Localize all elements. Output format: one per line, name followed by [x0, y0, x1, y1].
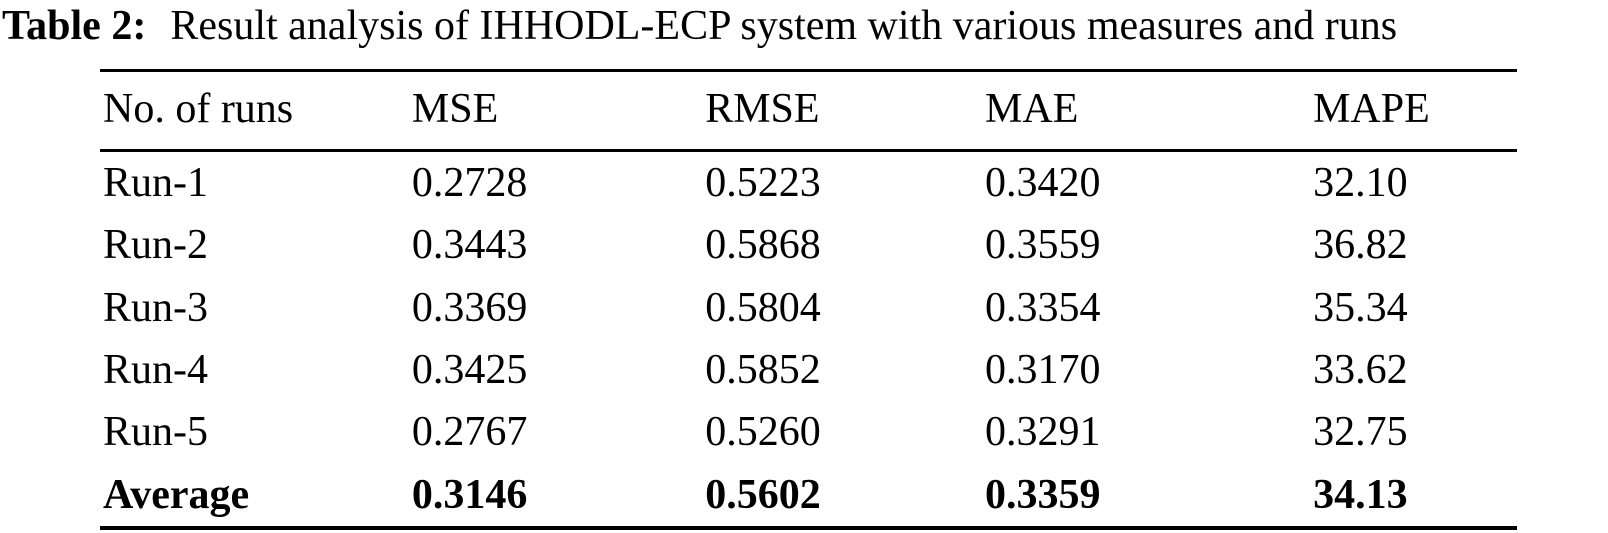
row-label: Average [103, 471, 250, 518]
table-header: No. of runs MSE RMSE MAE MAPE [100, 70, 1517, 153]
table-caption-text: Result analysis of IHHODL-ECP system wit… [170, 3, 1398, 49]
mae-value: 0.3354 [985, 284, 1101, 331]
mape-value: 34.13 [1313, 471, 1408, 518]
table-row-run-5: Run-5 0.2767 0.5260 0.3291 32.75 [100, 401, 1517, 463]
mae-value: 0.3291 [985, 409, 1101, 456]
results-table-area: No. of runs MSE RMSE MAE MAPE Run-1 0.27… [100, 69, 1517, 530]
row-label: Run-4 [103, 346, 208, 393]
rmse-value: 0.5852 [705, 346, 821, 393]
row-label: Run-2 [103, 222, 208, 269]
row-label: Run-1 [103, 160, 208, 207]
column-header-mape: MAPE [1310, 70, 1517, 153]
rmse-value: 0.5804 [705, 284, 821, 331]
column-header-rmse: RMSE [702, 70, 983, 153]
table-row-run-3: Run-3 0.3369 0.5804 0.3354 35.34 [100, 277, 1517, 339]
mse-value: 0.3443 [411, 222, 528, 269]
table-row-run-4: Run-4 0.3425 0.5852 0.3170 33.62 [100, 339, 1517, 401]
mae-value: 0.3170 [985, 346, 1101, 393]
mse-value: 0.3146 [411, 471, 528, 518]
mape-value: 35.34 [1313, 284, 1408, 331]
mse-value: 0.2767 [411, 409, 528, 456]
column-header-mae: MAE [982, 70, 1311, 153]
mape-value: 36.82 [1313, 222, 1408, 269]
results-table: No. of runs MSE RMSE MAE MAPE Run-1 0.27… [100, 69, 1517, 530]
rmse-value: 0.5868 [705, 222, 821, 269]
mse-value: 0.3369 [411, 284, 528, 331]
column-header-mse: MSE [408, 70, 703, 153]
column-header-runs: No. of runs [100, 70, 409, 153]
mae-value: 0.3559 [985, 222, 1101, 269]
rmse-value: 0.5602 [705, 471, 821, 518]
table-body: Run-1 0.2728 0.5223 0.3420 32.10 Run-2 0… [100, 151, 1517, 528]
table-caption: Table 2: Result analysis of IHHODL-ECP sy… [2, 3, 1397, 49]
rmse-value: 0.5223 [705, 160, 821, 207]
table-row-run-1: Run-1 0.2728 0.5223 0.3420 32.10 [100, 151, 1517, 215]
mape-value: 32.10 [1313, 160, 1408, 207]
mape-value: 32.75 [1313, 409, 1408, 456]
header-row: No. of runs MSE RMSE MAE MAPE [100, 70, 1517, 153]
row-label: Run-3 [103, 284, 208, 331]
mae-value: 0.3359 [985, 471, 1101, 518]
row-label: Run-5 [103, 409, 208, 456]
mse-value: 0.2728 [411, 160, 528, 207]
mse-value: 0.3425 [411, 346, 528, 393]
mape-value: 33.62 [1313, 346, 1408, 393]
table-row-average: Average 0.3146 0.5602 0.3359 34.13 [100, 464, 1517, 528]
table-row-run-2: Run-2 0.3443 0.5868 0.3559 36.82 [100, 214, 1517, 276]
mae-value: 0.3420 [985, 160, 1101, 207]
rmse-value: 0.5260 [705, 409, 821, 456]
table-caption-label: Table 2: [2, 3, 147, 49]
